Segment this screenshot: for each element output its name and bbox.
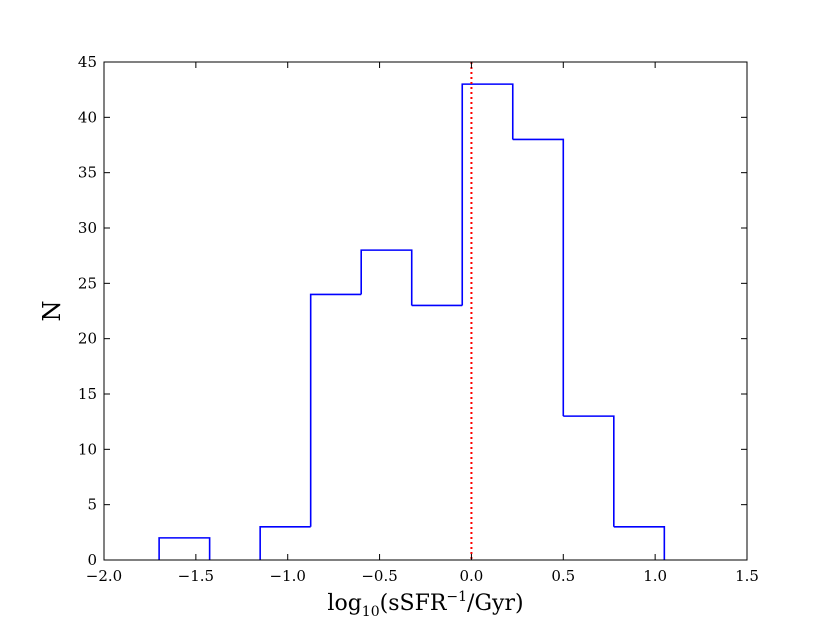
y-tick-label: 20 (78, 330, 97, 348)
histogram-bar (259, 526, 311, 560)
histogram-bar (563, 415, 615, 527)
x-axis-label-base: log (327, 591, 361, 616)
y-tick-label: 40 (78, 108, 97, 126)
x-axis-label-superscript: −1 (446, 589, 467, 605)
histogram-bar (512, 138, 565, 417)
y-tick-label: 15 (78, 385, 97, 403)
y-tick-label: 0 (87, 551, 97, 569)
x-axis-label: log10(sSFR−1/Gyr) (327, 589, 523, 620)
x-tick-label: 1.5 (735, 567, 759, 585)
x-tick-label: −2.0 (86, 567, 122, 585)
x-axis-label-end: /Gyr) (467, 591, 524, 616)
y-tick-label: 10 (78, 440, 97, 458)
axes-frame (103, 61, 748, 561)
y-tick-label: 45 (78, 53, 97, 71)
histogram-bar (309, 293, 362, 527)
x-axis: −2.0 −1.5 −1.0 −0.5 0.0 0.5 1.0 1.5 (86, 62, 759, 585)
x-axis-label-subscript: 10 (362, 604, 380, 620)
x-tick-label: −1.5 (178, 567, 214, 585)
histogram-bar (360, 249, 413, 306)
x-tick-label: −1.0 (269, 567, 305, 585)
y-tick-label: 25 (78, 274, 97, 292)
y-tick-label: 30 (78, 219, 97, 237)
histogram-bar (461, 83, 514, 306)
y-axis-label: N (38, 301, 66, 322)
x-tick-label: 0.0 (459, 567, 483, 585)
x-tick-label: −0.5 (361, 567, 397, 585)
histogram-bar (613, 526, 666, 560)
y-tick-label: 5 (87, 496, 97, 514)
y-axis: 0 5 10 15 20 25 30 35 40 45 (78, 53, 747, 569)
plot-area (158, 62, 666, 560)
y-tick-label: 35 (78, 164, 97, 182)
histogram-bar (158, 537, 211, 560)
x-tick-label: 1.0 (643, 567, 667, 585)
x-axis-label-mid: (sSFR (380, 591, 448, 616)
x-tick-label: 0.5 (551, 567, 575, 585)
